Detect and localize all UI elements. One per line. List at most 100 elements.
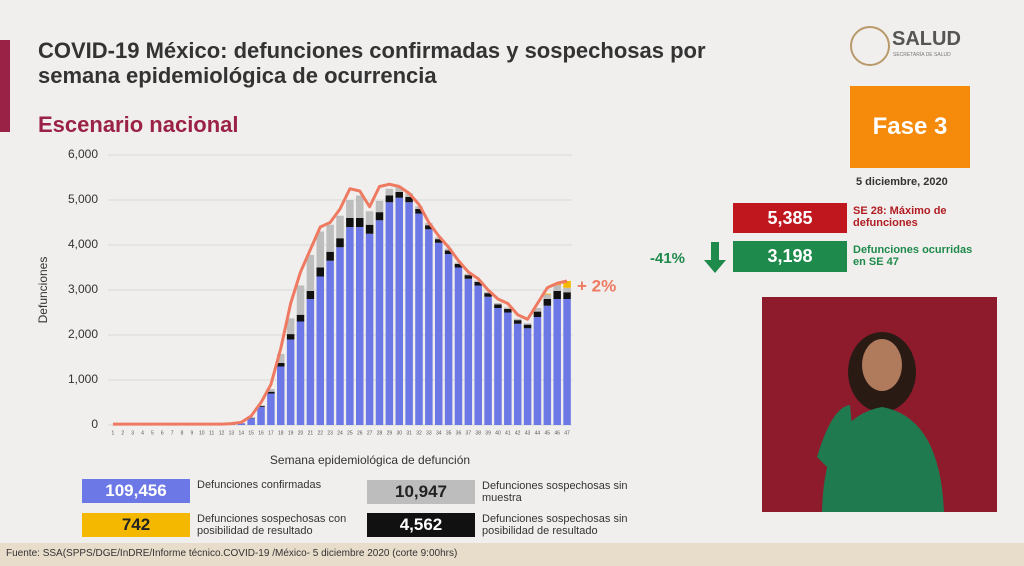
x-tick-label: 39 bbox=[485, 430, 491, 436]
bar-segment bbox=[464, 278, 473, 425]
x-tick-label: 10 bbox=[199, 430, 205, 436]
x-tick-label: 7 bbox=[171, 430, 174, 436]
y-tick-label: 3,000 bbox=[68, 282, 98, 296]
x-tick-label: 15 bbox=[248, 430, 254, 436]
x-tick-label: 6 bbox=[161, 430, 164, 436]
x-tick-label: 5 bbox=[151, 430, 154, 436]
total-line bbox=[112, 182, 568, 426]
accent-bar bbox=[0, 40, 10, 132]
bar-segment bbox=[444, 254, 453, 425]
bar-segment bbox=[474, 281, 482, 286]
bar-segment bbox=[365, 233, 374, 425]
logo-text: SALUD bbox=[892, 28, 961, 50]
bar-segment bbox=[553, 290, 561, 299]
bar-segment bbox=[425, 225, 433, 230]
bar-segment bbox=[513, 318, 522, 321]
x-tick-label: 44 bbox=[535, 430, 541, 436]
legend-swatch: 742 bbox=[82, 513, 190, 537]
x-tick-label: 13 bbox=[229, 430, 235, 436]
bar-segment bbox=[543, 305, 552, 425]
y-tick-label: 4,000 bbox=[68, 237, 98, 251]
last-value: 3,198 bbox=[733, 241, 847, 272]
bar-segment bbox=[494, 308, 502, 425]
y-tick-label: 2,000 bbox=[68, 327, 98, 341]
bar-segment bbox=[474, 280, 482, 282]
bar-segment bbox=[346, 218, 354, 227]
bar-segment bbox=[434, 242, 443, 425]
x-tick-label: 20 bbox=[298, 430, 304, 436]
legend-swatch: 4,562 bbox=[367, 513, 475, 537]
legend-label: Defunciones sospechosas sin muestra bbox=[482, 480, 628, 504]
bar-segment bbox=[355, 195, 364, 218]
bar-segment bbox=[385, 188, 394, 196]
bar-segment bbox=[484, 291, 492, 294]
source: Fuente: SSA(SPPS/DGE/InDRE/Informe técni… bbox=[6, 548, 458, 559]
bar-segment bbox=[395, 197, 403, 425]
bar-segment bbox=[494, 304, 502, 308]
bar-segment bbox=[306, 299, 315, 425]
bar-segment bbox=[395, 187, 403, 192]
bar-segment bbox=[237, 423, 246, 425]
bar-segment bbox=[504, 312, 512, 425]
legend-label: Defunciones confirmadas bbox=[197, 479, 322, 491]
y-tick-label: 0 bbox=[91, 417, 98, 431]
bar-segment bbox=[513, 320, 522, 324]
x-tick-label: 43 bbox=[525, 430, 531, 436]
bar-segment bbox=[326, 260, 334, 425]
bar-segment bbox=[504, 308, 512, 313]
x-tick-label: 9 bbox=[191, 430, 194, 436]
bar-segment bbox=[257, 405, 265, 407]
x-tick-label: 29 bbox=[387, 430, 393, 436]
x-tick-label: 21 bbox=[308, 430, 314, 436]
bar-segment bbox=[464, 275, 473, 279]
y-tick-label: 6,000 bbox=[68, 147, 98, 161]
x-tick-label: 28 bbox=[377, 430, 383, 436]
x-axis-label: Semana epidemiológica de defunción bbox=[270, 453, 470, 467]
bar-segment bbox=[336, 238, 344, 248]
bar-segment bbox=[533, 317, 542, 425]
bar-segment bbox=[533, 308, 542, 312]
bar-segment bbox=[355, 218, 364, 227]
x-tick-label: 12 bbox=[219, 430, 225, 436]
bar-segment bbox=[326, 251, 334, 261]
bar-segment bbox=[267, 393, 275, 425]
bar-segment bbox=[375, 212, 384, 221]
down-arrow bbox=[704, 242, 726, 273]
x-tick-label: 8 bbox=[181, 430, 184, 436]
bar-segment bbox=[405, 196, 413, 203]
bar-segment bbox=[385, 195, 394, 203]
x-tick-label: 11 bbox=[209, 430, 214, 436]
x-tick-label: 37 bbox=[466, 430, 472, 436]
y-tick-label: 5,000 bbox=[68, 192, 98, 206]
bar-segment bbox=[247, 418, 255, 425]
bar-segment bbox=[365, 211, 374, 225]
bar-segment bbox=[513, 323, 522, 425]
bar-segment bbox=[286, 339, 295, 425]
bar-segment bbox=[326, 224, 334, 252]
bar-segment bbox=[375, 220, 384, 425]
subtitle: Escenario nacional bbox=[38, 112, 239, 137]
bar-segment bbox=[434, 239, 443, 243]
legend-swatch: 109,456 bbox=[82, 479, 190, 503]
last-label: Defunciones ocurridas en SE 47 bbox=[853, 244, 973, 268]
x-tick-label: 2 bbox=[121, 430, 124, 436]
x-tick-label: 32 bbox=[416, 430, 422, 436]
bar-segment bbox=[484, 293, 492, 297]
bar-segment bbox=[444, 250, 453, 254]
bar-segment bbox=[375, 200, 384, 213]
bar-segment bbox=[553, 285, 561, 291]
x-tick-label: 30 bbox=[396, 430, 402, 436]
x-tick-label: 22 bbox=[317, 430, 323, 436]
x-tick-label: 47 bbox=[564, 430, 570, 436]
x-tick-label: 40 bbox=[495, 430, 501, 436]
bar-segment bbox=[494, 303, 502, 305]
bar-segment bbox=[415, 206, 423, 209]
x-tick-label: 14 bbox=[238, 430, 244, 436]
bar-segment bbox=[267, 391, 275, 394]
x-tick-label: 38 bbox=[475, 430, 481, 436]
y-axis-label: Defunciones bbox=[36, 257, 50, 324]
bar-segment bbox=[336, 247, 344, 425]
x-tick-label: 27 bbox=[367, 430, 373, 436]
bar-segment bbox=[425, 229, 433, 425]
